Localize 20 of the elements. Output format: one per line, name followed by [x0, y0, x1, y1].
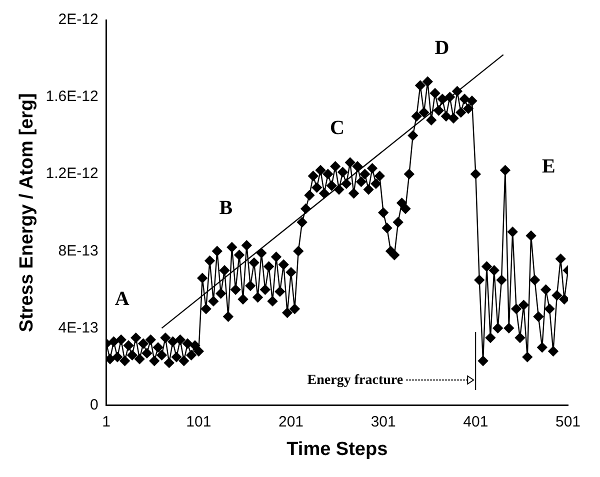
- annotation: E: [542, 155, 556, 178]
- y-tick-label: 1.6E-12: [46, 88, 98, 106]
- x-tick-label: 501: [555, 413, 581, 430]
- y-tick-label: 1.2E-12: [46, 165, 98, 182]
- y-tick-label: 2E-12: [58, 11, 98, 28]
- y-axis-title: Stress Energy / Atom [erg]: [16, 93, 38, 332]
- x-tick-label: 301: [370, 413, 396, 430]
- y-tick-label: 4E-13: [58, 319, 98, 336]
- x-tick-label: 401: [463, 413, 488, 430]
- annotation: A: [114, 288, 130, 310]
- x-axis-title: Time Steps: [286, 438, 388, 460]
- x-tick-label: 1: [102, 413, 111, 430]
- annotation: B: [219, 196, 233, 219]
- x-tick-label: 201: [278, 413, 304, 430]
- annotation: Energy fracture: [307, 372, 404, 388]
- y-tick-label: 0: [90, 396, 98, 414]
- x-tick-label: 101: [186, 413, 212, 430]
- annotation: D: [434, 37, 450, 60]
- annotation: C: [330, 116, 344, 139]
- y-tick-label: 8E-13: [58, 242, 98, 260]
